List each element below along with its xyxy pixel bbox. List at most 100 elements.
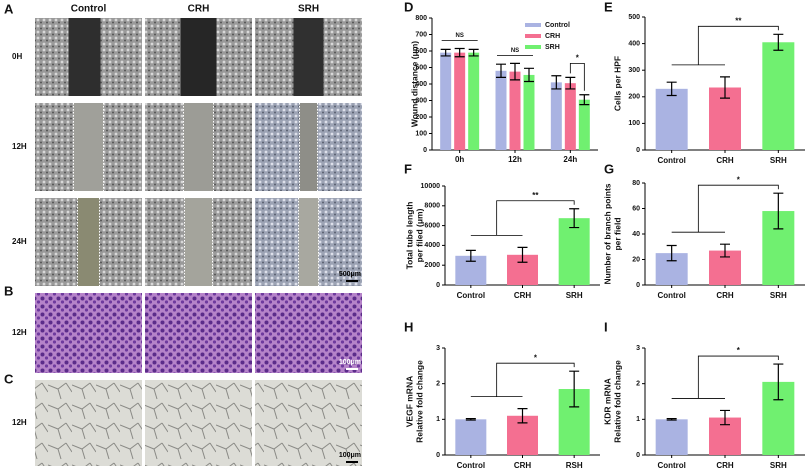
scale-bar-label: 500μm xyxy=(339,271,361,278)
micrograph xyxy=(35,293,142,373)
significance-bracket xyxy=(671,355,779,399)
y-tick-label: 6000 xyxy=(424,222,440,229)
y-axis-label: Cells per HPF xyxy=(612,56,622,111)
significance-label: NS xyxy=(511,48,519,54)
x-tick-label: CRH xyxy=(514,291,532,300)
y-tick-label: 0 xyxy=(636,282,640,289)
error-bar xyxy=(720,243,730,258)
error-bar xyxy=(579,94,590,106)
x-tick-label: RSH xyxy=(566,461,583,470)
legend-swatch xyxy=(525,45,541,49)
error-bar xyxy=(773,33,784,51)
panel-letter: E xyxy=(604,0,613,14)
error-bar xyxy=(465,418,476,421)
column-label: CRH xyxy=(188,4,210,15)
chart: G Number of branch points per field 0 20 40 60… xyxy=(602,161,805,300)
x-tick-label: SRH xyxy=(566,291,583,300)
wound-gap xyxy=(298,198,319,286)
y-axis-label: per field xyxy=(612,217,622,250)
panel-letter: I xyxy=(604,319,608,334)
y-axis-label: per filed (μm) xyxy=(414,208,424,262)
bar xyxy=(454,52,466,150)
y-tick-label: 2 xyxy=(436,381,440,388)
x-tick-label: SRH xyxy=(770,291,787,300)
error-bar xyxy=(468,48,479,57)
y-tick-label: 10000 xyxy=(421,183,441,190)
bar xyxy=(440,52,452,150)
x-tick-label: Control xyxy=(457,291,485,300)
y-tick-label: 600 xyxy=(415,48,427,55)
y-tick-label: 300 xyxy=(415,97,427,104)
row-label: 12H xyxy=(12,142,27,151)
bar xyxy=(550,82,562,150)
chart: I KDR mRNA Relative fold change 0 1 2 3 Control… xyxy=(602,319,805,470)
y-tick-label: 3 xyxy=(436,345,440,352)
y-axis-label: Total tube length xyxy=(404,202,414,270)
bar xyxy=(495,70,507,150)
panel-letter: D xyxy=(404,0,413,14)
x-tick-label: CRH xyxy=(716,291,734,300)
y-tick-label: 200 xyxy=(628,94,640,101)
x-tick-label: 12h xyxy=(508,155,522,164)
column-label: Control xyxy=(71,4,107,15)
panel-letter: F xyxy=(404,161,412,176)
x-tick-label: Control xyxy=(657,156,685,165)
x-tick-label: CRH xyxy=(716,156,734,165)
scale-bar-label: 100μm xyxy=(339,359,361,366)
error-bar xyxy=(440,48,451,57)
legend-swatch xyxy=(525,34,541,38)
bar xyxy=(564,83,576,150)
error-bar xyxy=(496,63,506,78)
significance-label: ** xyxy=(532,191,539,200)
legend-label: CRH xyxy=(545,33,560,40)
error-bar xyxy=(773,363,784,401)
chart: D Wound distance (μm) 0 100 200 300 400 500 600 7… xyxy=(404,0,598,164)
significance-label: * xyxy=(576,54,580,63)
panel-letter: H xyxy=(404,319,413,334)
micrograph xyxy=(145,380,252,466)
bar xyxy=(455,419,487,455)
y-tick-label: 500 xyxy=(415,64,427,71)
error-bar xyxy=(666,244,677,262)
x-tick-label: CRH xyxy=(716,461,734,470)
significance-label: ** xyxy=(735,16,742,25)
y-tick-label: 100 xyxy=(628,120,640,127)
bar xyxy=(762,42,795,150)
y-tick-label: 800 xyxy=(415,15,427,22)
wound-gap xyxy=(299,103,318,191)
significance-label: NS xyxy=(455,33,463,39)
bar xyxy=(468,52,480,150)
error-bar xyxy=(524,67,534,83)
y-tick-label: 200 xyxy=(415,114,427,121)
panel-letter: C xyxy=(4,371,14,386)
row-label: 12H xyxy=(12,328,27,337)
wound-gap xyxy=(293,18,324,96)
significance-bracket xyxy=(569,63,585,91)
y-tick-label: 1 xyxy=(636,416,640,423)
micrograph xyxy=(145,293,252,373)
x-tick-label: 0h xyxy=(455,155,464,164)
y-tick-label: 500 xyxy=(628,14,640,21)
error-bar xyxy=(773,192,784,230)
bar xyxy=(509,71,521,150)
x-tick-label: Control xyxy=(657,461,685,470)
legend-label: Control xyxy=(545,22,570,29)
y-tick-label: 0 xyxy=(636,147,640,154)
x-tick-label: SRH xyxy=(770,156,787,165)
y-tick-label: 700 xyxy=(415,31,427,38)
wound-gap xyxy=(183,103,214,191)
y-tick-label: 400 xyxy=(415,81,427,88)
y-axis-label: VEGF mRNA xyxy=(404,376,414,427)
error-bar xyxy=(517,246,528,263)
legend-swatch xyxy=(525,23,541,27)
y-tick-label: 4000 xyxy=(424,242,440,249)
bar xyxy=(578,99,590,150)
bar xyxy=(558,218,590,285)
y-tick-label: 400 xyxy=(628,40,640,47)
panel-letter: G xyxy=(604,161,614,176)
y-axis-label: Number of branch points xyxy=(602,183,612,284)
error-bar xyxy=(517,408,528,424)
chart: F Total tube length per filed (μm) 0 2000 400… xyxy=(404,161,600,300)
y-axis-label: Wound distance (μm) xyxy=(409,41,419,127)
